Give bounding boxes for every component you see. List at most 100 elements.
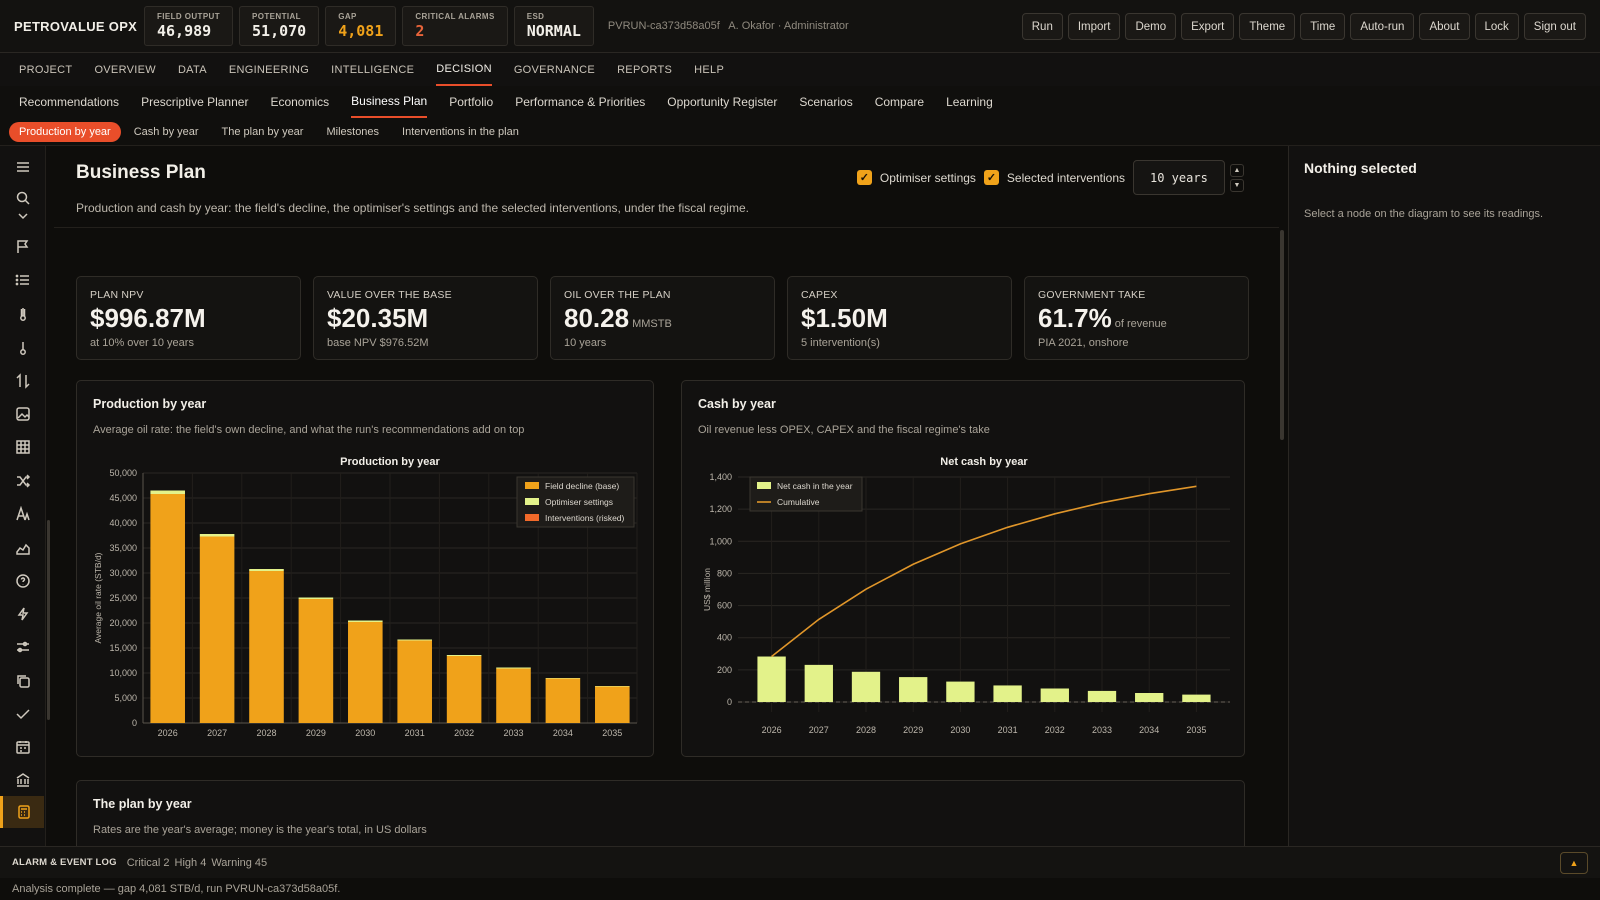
bar-net-cash[interactable]	[1135, 693, 1164, 702]
lock-button[interactable]: Lock	[1474, 13, 1519, 40]
bar-field-decline-base-[interactable]	[545, 678, 581, 724]
bank-icon[interactable]	[12, 769, 34, 791]
check-icon[interactable]	[12, 703, 34, 725]
nav-project[interactable]: PROJECT	[19, 63, 73, 76]
bar-optimiser-settings[interactable]	[595, 686, 630, 687]
x-tick-label: 2035	[602, 728, 622, 738]
thermometer-alt-icon[interactable]	[12, 337, 34, 359]
search-icon[interactable]	[12, 187, 34, 209]
calculator-icon[interactable]	[0, 796, 44, 828]
run-button[interactable]: Run	[1021, 13, 1063, 40]
bar-optimiser-settings[interactable]	[496, 667, 531, 669]
chip-interventions-in-the-plan[interactable]: Interventions in the plan	[402, 125, 519, 138]
main-scrollbar[interactable]	[1280, 230, 1284, 440]
about-button[interactable]: About	[1419, 13, 1470, 40]
tab-portfolio[interactable]: Portfolio	[449, 95, 494, 109]
export-button[interactable]: Export	[1181, 13, 1235, 40]
grid-icon[interactable]	[12, 436, 34, 458]
text-icon[interactable]	[12, 503, 34, 525]
bar-net-cash[interactable]	[1182, 694, 1211, 702]
optimiser-checkbox[interactable]: ✓ Optimiser settings	[856, 170, 976, 185]
list-icon[interactable]	[12, 269, 34, 291]
bolt-icon[interactable]	[12, 603, 34, 625]
chip-cash-by-year[interactable]: Cash by year	[133, 125, 199, 138]
bar-net-cash[interactable]	[993, 685, 1022, 702]
time-button[interactable]: Time	[1300, 13, 1346, 40]
bar-optimiser-settings[interactable]	[249, 569, 284, 571]
bar-optimiser-settings[interactable]	[545, 678, 581, 679]
bar-net-cash[interactable]	[757, 656, 786, 702]
alarm-log-bar[interactable]: ALARM & EVENT LOG Critical 2 High 4 Warn…	[0, 846, 1600, 878]
bar-field-decline-base-[interactable]	[496, 668, 531, 724]
x-tick-label: 2033	[503, 728, 523, 738]
tab-scenarios[interactable]: Scenarios	[799, 95, 853, 109]
flag-icon[interactable]	[12, 236, 34, 258]
tab-compare[interactable]: Compare	[874, 95, 925, 109]
theme-button[interactable]: Theme	[1239, 13, 1296, 40]
bar-net-cash[interactable]	[1040, 688, 1069, 703]
tab-business-plan[interactable]: Business Plan	[351, 86, 428, 118]
kpi-gap: GAP 4,081	[325, 6, 397, 46]
tab-opportunity-register[interactable]: Opportunity Register	[667, 95, 778, 109]
bar-field-decline-base-[interactable]	[446, 656, 482, 723]
tab-prescriptive-planner[interactable]: Prescriptive Planner	[141, 95, 249, 109]
bar-net-cash[interactable]	[946, 681, 975, 702]
expand-up-icon[interactable]: ▲	[1560, 852, 1588, 874]
chip-production-by-year[interactable]: Production by year	[9, 121, 121, 142]
nav-decision[interactable]: DECISION	[436, 53, 492, 86]
bar-field-decline-base-[interactable]	[298, 599, 334, 723]
kpi-card-sub: 10 years	[564, 337, 607, 349]
bar-optimiser-settings[interactable]	[446, 655, 482, 656]
nav-intelligence[interactable]: INTELLIGENCE	[331, 63, 415, 76]
chip-milestones[interactable]: Milestones	[326, 125, 380, 138]
bar-field-decline-base-[interactable]	[199, 536, 235, 724]
image-icon[interactable]	[12, 403, 34, 425]
help-icon[interactable]	[12, 570, 34, 592]
bar-optimiser-settings[interactable]	[298, 597, 334, 600]
sign-out-button[interactable]: Sign out	[1523, 13, 1586, 40]
bar-optimiser-settings[interactable]	[199, 534, 235, 537]
nav-overview[interactable]: OVERVIEW	[94, 63, 156, 76]
nav-reports[interactable]: REPORTS	[617, 63, 673, 76]
auto-run-button[interactable]: Auto-run	[1350, 13, 1415, 40]
chip-the-plan-by-year[interactable]: The plan by year	[221, 125, 304, 138]
bar-field-decline-base-[interactable]	[150, 494, 185, 723]
tab-recommendations[interactable]: Recommendations	[19, 95, 120, 109]
bar-field-decline-base-[interactable]	[595, 686, 630, 724]
bar-net-cash[interactable]	[1087, 690, 1117, 702]
rail-scrollbar[interactable]	[47, 520, 50, 720]
import-button[interactable]: Import	[1067, 13, 1121, 40]
tab-performance-priorities[interactable]: Performance & Priorities	[515, 95, 646, 109]
nav-governance[interactable]: GOVERNANCE	[513, 63, 596, 76]
shuffle-icon[interactable]	[12, 470, 34, 492]
tab-economics[interactable]: Economics	[270, 95, 330, 109]
stepper-up-icon[interactable]: ▲	[1230, 163, 1244, 177]
area-chart-icon[interactable]	[12, 537, 34, 559]
thermometer-icon[interactable]	[12, 303, 34, 325]
bar-optimiser-settings[interactable]	[150, 490, 185, 495]
nav-engineering[interactable]: ENGINEERING	[228, 63, 310, 76]
cumulative-line[interactable]	[771, 485, 1197, 658]
interventions-checkbox[interactable]: ✓ Selected interventions	[983, 170, 1125, 185]
kpi-card-value-row: 80.28 MMSTB	[564, 303, 761, 334]
years-input[interactable]: 10 years	[1133, 160, 1225, 195]
sliders-icon[interactable]	[12, 636, 34, 658]
chevron-icon[interactable]	[12, 212, 34, 222]
bar-field-decline-base-[interactable]	[249, 571, 284, 723]
copy-icon[interactable]	[12, 670, 34, 692]
demo-button[interactable]: Demo	[1125, 13, 1177, 40]
bar-field-decline-base-[interactable]	[397, 640, 432, 724]
bar-net-cash[interactable]	[804, 664, 833, 702]
bar-optimiser-settings[interactable]	[348, 620, 383, 623]
bar-net-cash[interactable]	[899, 677, 928, 702]
menu-icon[interactable]	[12, 156, 34, 178]
calendar-icon[interactable]	[12, 736, 34, 758]
tab-learning[interactable]: Learning	[946, 95, 993, 109]
bar-net-cash[interactable]	[851, 671, 881, 702]
bar-field-decline-base-[interactable]	[348, 622, 383, 723]
stepper-down-icon[interactable]: ▼	[1230, 178, 1244, 192]
bar-optimiser-settings[interactable]	[397, 639, 432, 641]
nav-data[interactable]: DATA	[177, 63, 207, 76]
transfer-icon[interactable]	[12, 370, 34, 392]
nav-help[interactable]: HELP	[694, 63, 725, 76]
